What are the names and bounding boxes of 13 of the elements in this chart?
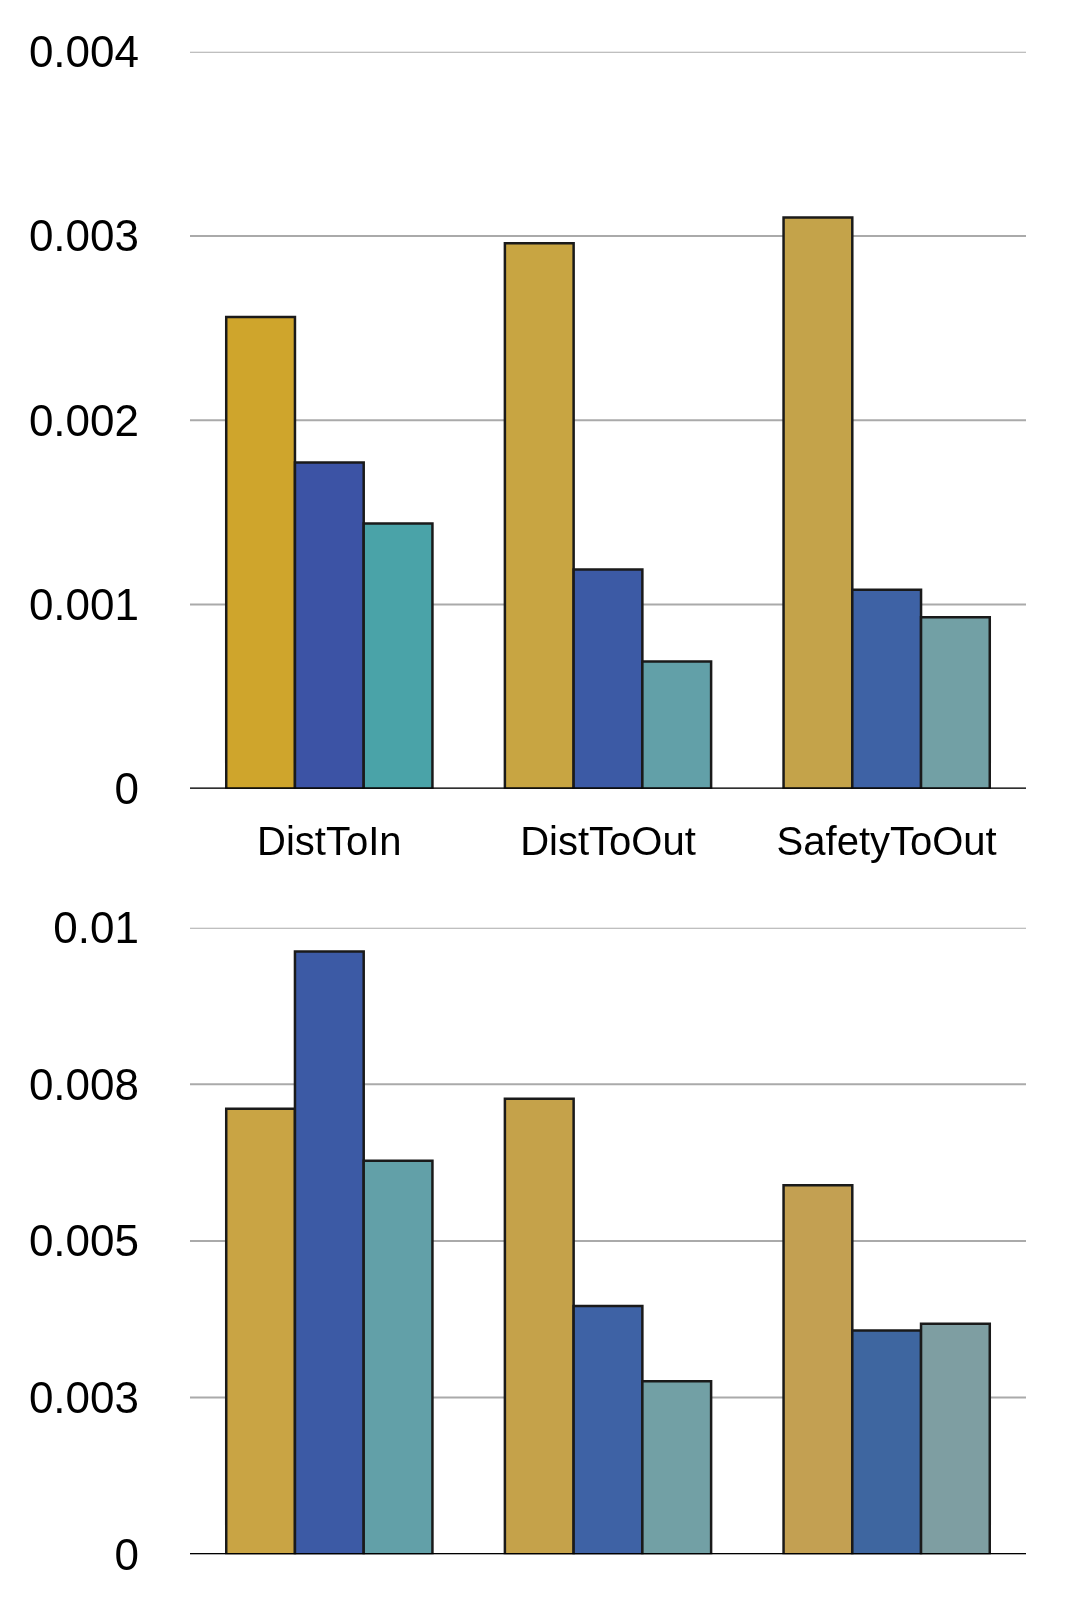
- y-tick-label: 0.002: [28, 395, 139, 445]
- x-tick-label: DistToIn: [257, 818, 402, 863]
- y-tick-label: 0: [114, 764, 139, 814]
- x-tick-label: SafetyToOut: [776, 818, 997, 863]
- x-tick-label: DistToOut: [520, 818, 696, 863]
- y-tick-label: 0.01: [53, 903, 139, 953]
- y-tick-label: 0.001: [28, 579, 139, 629]
- y-tick-label: 0: [114, 1529, 139, 1579]
- y-tick-label: 0.003: [28, 1372, 139, 1422]
- y-tick-label: 0.003: [28, 211, 139, 261]
- y-tick-label: 0.005: [28, 1216, 139, 1266]
- y-tick-label: 0.008: [28, 1059, 139, 1109]
- y-tick-label: 0.004: [28, 27, 139, 77]
